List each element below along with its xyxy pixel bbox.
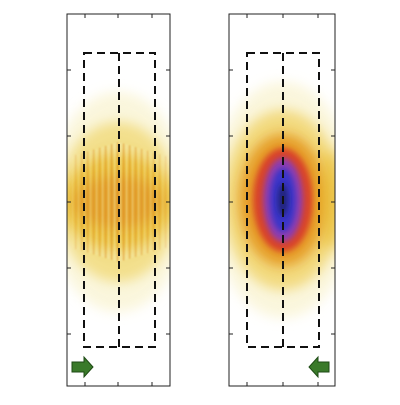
stripe	[150, 151, 152, 253]
dashed-region-right	[246, 52, 320, 348]
stripe	[132, 146, 134, 258]
stripe	[156, 153, 158, 251]
stripe	[159, 154, 161, 250]
arrow-left-icon	[308, 355, 330, 379]
stripe	[93, 149, 95, 255]
stripe	[144, 149, 146, 255]
stripe	[165, 156, 167, 248]
stripe	[114, 143, 116, 261]
dashed-region-left	[83, 52, 156, 348]
stripe	[87, 151, 89, 253]
panel-left	[66, 13, 171, 387]
stripe	[153, 152, 155, 252]
stripe	[123, 143, 125, 261]
stripe	[105, 145, 107, 259]
stripe	[117, 142, 119, 262]
stripe	[72, 155, 74, 249]
stripe	[162, 155, 164, 249]
heatmap-right	[229, 82, 335, 318]
stripe	[147, 150, 149, 254]
stripe	[99, 147, 101, 257]
stripe	[135, 147, 137, 257]
stripe	[138, 148, 140, 256]
stripe	[96, 148, 98, 256]
stripe	[111, 144, 113, 260]
panel-right-frame	[228, 13, 336, 387]
arrow-right-icon	[71, 355, 94, 379]
stripe	[84, 152, 86, 252]
stripe	[75, 154, 77, 250]
stripe	[81, 153, 83, 251]
stripe	[126, 144, 128, 260]
panel-right-ticks	[229, 14, 335, 386]
stripe	[90, 150, 92, 254]
panel-left-ticks	[67, 14, 170, 386]
stripe	[129, 145, 131, 259]
stripe	[108, 145, 110, 259]
stripe	[78, 154, 80, 250]
stripe	[120, 142, 122, 262]
panel-right	[228, 13, 336, 387]
stripe	[141, 148, 143, 256]
interference-stripes	[72, 142, 167, 262]
stripe	[102, 146, 104, 258]
